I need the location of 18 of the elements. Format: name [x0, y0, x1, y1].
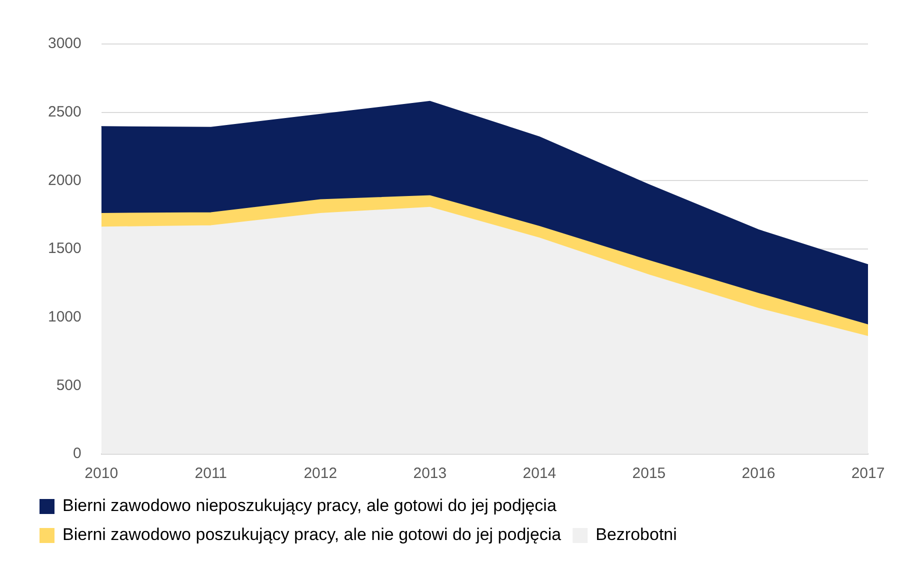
y-tick-label: 500	[56, 376, 82, 394]
y-tick-label: 1500	[48, 240, 82, 258]
x-tick-label: 2014	[522, 465, 556, 482]
y-tick-label: 2500	[48, 103, 82, 120]
x-tick-label: 2012	[304, 465, 338, 482]
y-tick-label: 3000	[48, 35, 82, 52]
x-tick-label: 2010	[84, 465, 118, 482]
x-tick-label: 2013	[413, 465, 447, 482]
x-tick-label: 2016	[742, 465, 776, 482]
y-tick-label: 2000	[48, 172, 82, 189]
x-tick-label: 2015	[632, 465, 666, 482]
legend-label: Bezrobotni	[596, 525, 677, 544]
legend-label: Bierni zawodowo poszukujący pracy, ale nie gotowi do jej podjęcia	[62, 525, 562, 544]
legend-label: Bierni zawodowo nieposzukujący pracy, ale gotowi do jej podjęcia	[62, 496, 557, 516]
x-tick-label: 2017	[851, 465, 885, 482]
y-tick-label: 1000	[48, 308, 82, 326]
y-tick-label: 0	[73, 445, 82, 462]
x-tick-label: 2011	[194, 465, 228, 482]
